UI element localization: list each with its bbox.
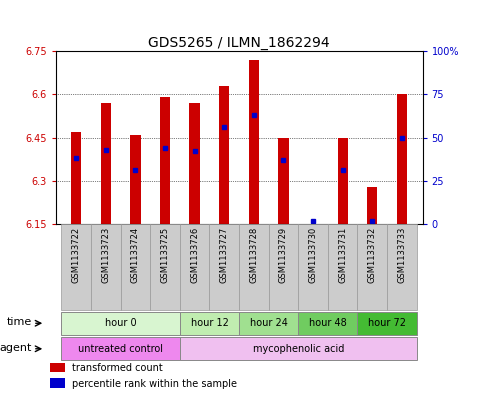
Bar bbox=[160, 97, 170, 224]
Text: GSM1133724: GSM1133724 bbox=[131, 227, 140, 283]
Text: GSM1133729: GSM1133729 bbox=[279, 227, 288, 283]
FancyBboxPatch shape bbox=[150, 224, 180, 310]
Text: hour 12: hour 12 bbox=[191, 318, 228, 328]
FancyBboxPatch shape bbox=[357, 224, 387, 310]
Bar bbox=[61, 337, 180, 360]
Text: percentile rank within the sample: percentile rank within the sample bbox=[72, 378, 237, 389]
Text: hour 24: hour 24 bbox=[250, 318, 287, 328]
Text: GSM1133732: GSM1133732 bbox=[368, 227, 377, 283]
Bar bbox=[180, 312, 239, 335]
Text: hour 0: hour 0 bbox=[105, 318, 137, 328]
Bar bbox=[71, 132, 82, 224]
Text: GSM1133731: GSM1133731 bbox=[338, 227, 347, 283]
Text: hour 72: hour 72 bbox=[368, 318, 406, 328]
Text: agent: agent bbox=[0, 343, 32, 353]
Bar bbox=[367, 187, 378, 224]
FancyBboxPatch shape bbox=[269, 224, 298, 310]
Text: GSM1133733: GSM1133733 bbox=[398, 227, 406, 283]
Text: untreated control: untreated control bbox=[78, 344, 163, 354]
FancyBboxPatch shape bbox=[239, 224, 269, 310]
Text: GSM1133722: GSM1133722 bbox=[72, 227, 81, 283]
Text: GSM1133730: GSM1133730 bbox=[309, 227, 318, 283]
Text: GSM1133728: GSM1133728 bbox=[249, 227, 258, 283]
Bar bbox=[61, 312, 180, 335]
FancyBboxPatch shape bbox=[91, 224, 121, 310]
Bar bbox=[50, 362, 65, 372]
Text: mycophenolic acid: mycophenolic acid bbox=[253, 344, 344, 354]
Bar bbox=[189, 103, 200, 224]
Text: transformed count: transformed count bbox=[72, 363, 163, 373]
Text: GSM1133725: GSM1133725 bbox=[160, 227, 170, 283]
Text: hour 48: hour 48 bbox=[309, 318, 347, 328]
Bar bbox=[298, 312, 357, 335]
Text: GSM1133723: GSM1133723 bbox=[101, 227, 111, 283]
Bar bbox=[130, 135, 141, 224]
FancyBboxPatch shape bbox=[328, 224, 357, 310]
FancyBboxPatch shape bbox=[61, 224, 91, 310]
Text: time: time bbox=[7, 317, 32, 327]
Bar bbox=[338, 138, 348, 224]
Bar bbox=[50, 378, 65, 387]
Text: GSM1133726: GSM1133726 bbox=[190, 227, 199, 283]
Bar bbox=[239, 312, 298, 335]
FancyBboxPatch shape bbox=[121, 224, 150, 310]
Bar bbox=[219, 86, 229, 224]
Bar bbox=[100, 103, 111, 224]
FancyBboxPatch shape bbox=[210, 224, 239, 310]
Bar bbox=[249, 60, 259, 224]
FancyBboxPatch shape bbox=[180, 224, 210, 310]
FancyBboxPatch shape bbox=[298, 224, 328, 310]
Text: GSM1133727: GSM1133727 bbox=[220, 227, 229, 283]
FancyBboxPatch shape bbox=[387, 224, 417, 310]
Bar bbox=[278, 138, 289, 224]
Title: GDS5265 / ILMN_1862294: GDS5265 / ILMN_1862294 bbox=[148, 36, 330, 50]
Bar bbox=[357, 312, 417, 335]
Bar bbox=[180, 337, 417, 360]
Bar bbox=[397, 94, 407, 224]
